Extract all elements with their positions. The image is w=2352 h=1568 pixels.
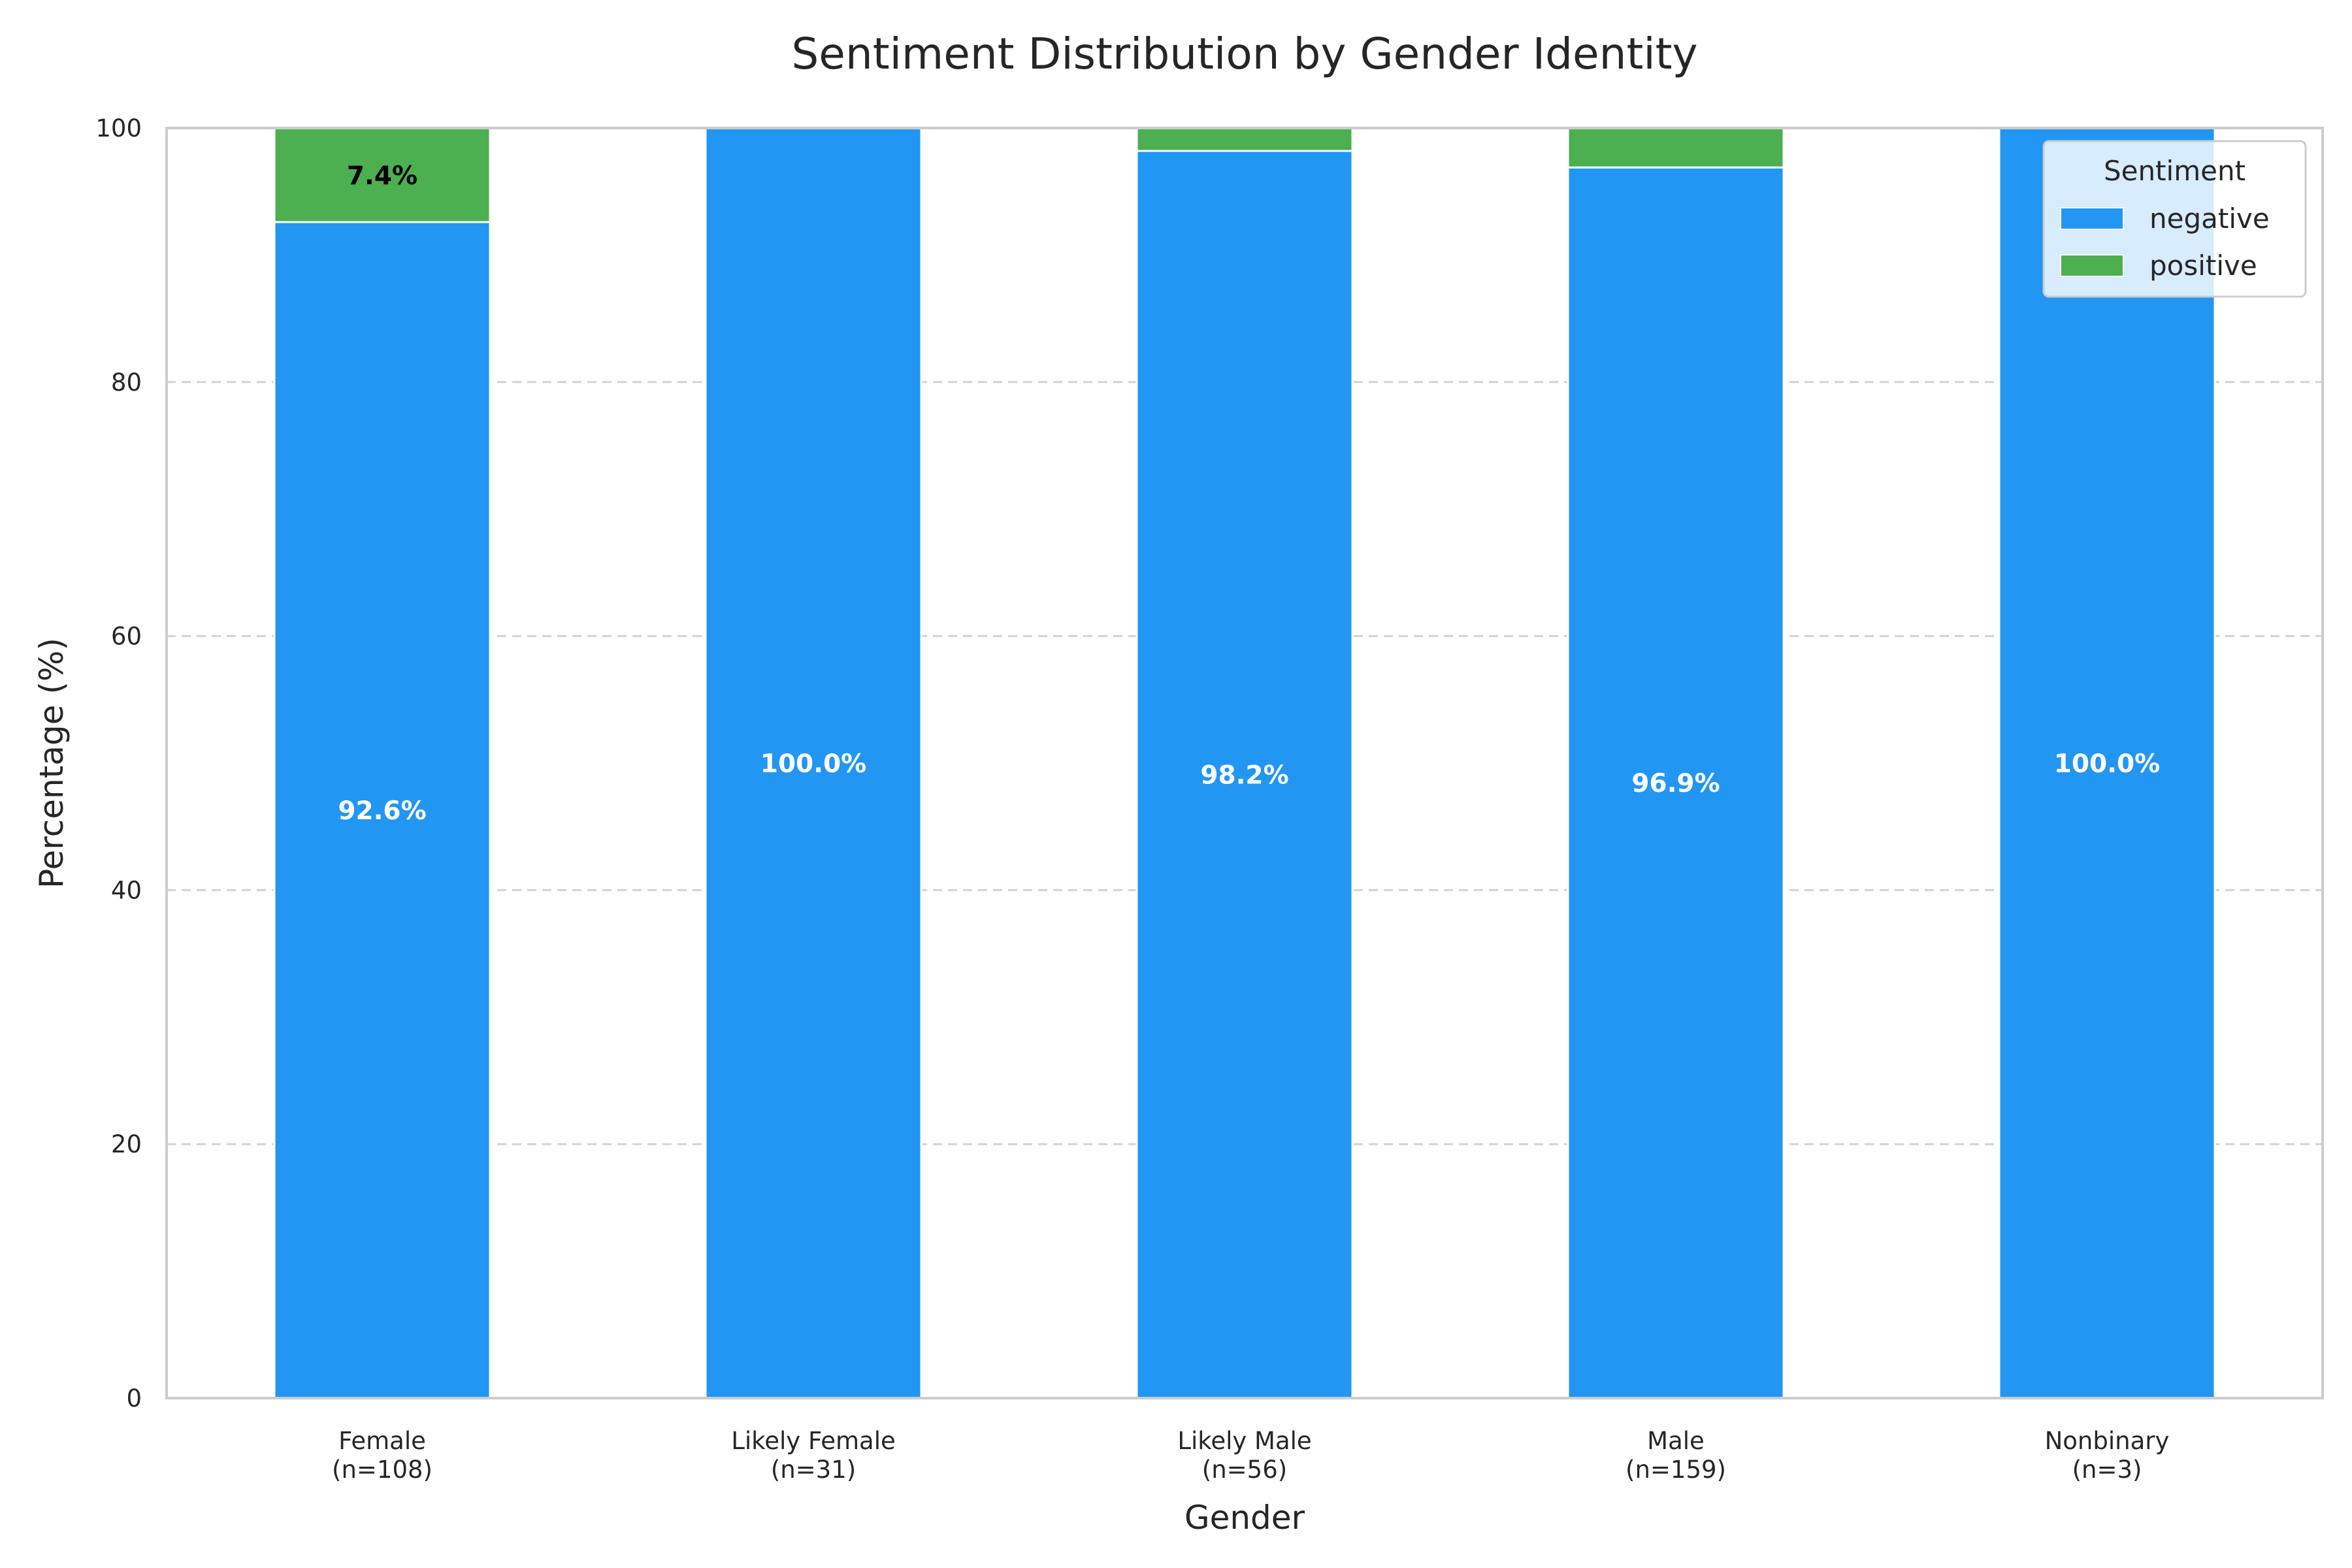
axis-ticks: 0 20 40 60 80 100 Female (n=108) Likely Female (n… <box>95 114 2169 1484</box>
data-label: 92.6% <box>338 796 426 826</box>
y-tick-label: 0 <box>126 1384 142 1413</box>
x-tick-label: Nonbinary (n=3) <box>2045 1427 2170 1484</box>
y-tick-label: 100 <box>95 114 142 142</box>
legend-swatch-positive <box>2060 254 2124 277</box>
y-tick-label: 80 <box>111 368 142 397</box>
legend-label-positive: positive <box>2149 250 2257 282</box>
bars <box>273 127 2216 1399</box>
y-axis-title: Percentage (%) <box>33 638 71 889</box>
data-labels: 92.6% 7.4% 100.0% 98.2% 96.9% 100.0% <box>338 161 2160 826</box>
bar-segment-negative <box>1135 150 1354 1399</box>
legend-label-negative: negative <box>2149 203 2270 235</box>
x-tick-label: Likely Male (n=56) <box>1177 1427 1311 1484</box>
y-tick-label: 60 <box>111 623 142 651</box>
x-tick-label: Male (n=159) <box>1625 1427 1726 1484</box>
chart-title: Sentiment Distribution by Gender Identit… <box>791 29 1697 79</box>
legend-swatch-negative <box>2060 207 2124 230</box>
data-label: 96.9% <box>1631 769 1720 798</box>
y-tick-label: 40 <box>111 876 142 904</box>
bar-segment-positive <box>1567 127 1785 169</box>
data-label: 98.2% <box>1200 760 1288 790</box>
bar-segment-negative <box>1998 127 2216 1399</box>
bar-segment-negative <box>1567 166 1785 1399</box>
x-tick-label: Female (n=108) <box>332 1427 433 1484</box>
bar-segment-positive <box>273 127 491 223</box>
y-tick-label: 20 <box>111 1130 142 1158</box>
plot-frame <box>165 127 2324 1399</box>
data-label: 100.0% <box>2054 749 2160 779</box>
x-tick-label: Likely Female (n=31) <box>731 1427 895 1484</box>
legend: Sentiment negative positive <box>2042 140 2307 298</box>
plot-frame-rect <box>165 127 2324 1399</box>
bar-segment-positive <box>1135 127 1354 152</box>
legend-title: Sentiment <box>2104 155 2246 187</box>
grid-lines <box>167 381 2323 1145</box>
x-axis-title: Gender <box>1184 1499 1305 1537</box>
data-label: 100.0% <box>760 749 866 779</box>
data-label: 7.4% <box>347 161 417 191</box>
